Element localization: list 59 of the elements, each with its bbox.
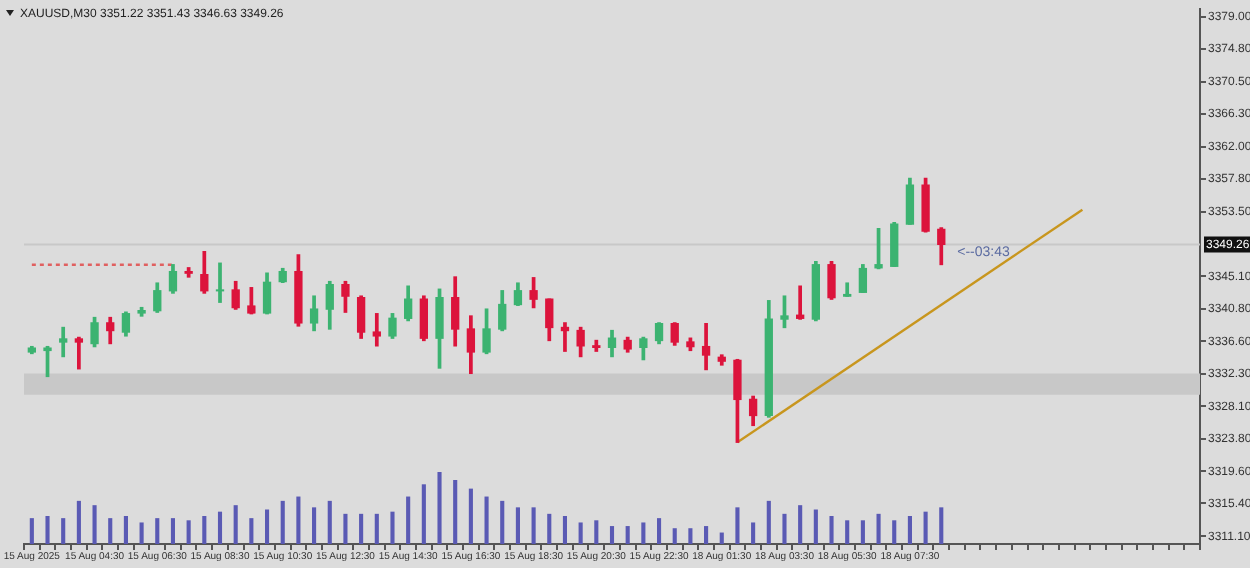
bar: [531, 507, 536, 544]
bar: [562, 515, 568, 544]
bar: [170, 518, 176, 544]
bar: [390, 511, 395, 544]
bar: [813, 509, 818, 544]
bar: [202, 515, 207, 544]
bar: [939, 507, 944, 544]
bar: [312, 507, 317, 544]
bar: [515, 507, 520, 544]
bar: [343, 513, 348, 544]
bar: [233, 505, 238, 544]
bar: [468, 488, 473, 544]
bar: [280, 500, 285, 544]
bar: [656, 518, 662, 544]
bar: [76, 500, 81, 544]
bar: [249, 518, 254, 544]
bar: [751, 522, 756, 544]
bar: [892, 520, 897, 544]
bar: [108, 518, 113, 544]
bar: [547, 513, 552, 544]
bar: [829, 515, 834, 544]
bar: [359, 513, 364, 544]
bar: [186, 520, 191, 544]
bar: [594, 520, 599, 544]
bar: [578, 522, 583, 544]
bar: [45, 515, 50, 544]
bar: [923, 511, 928, 544]
bar: [719, 532, 724, 544]
bar: [845, 520, 850, 544]
bar: [437, 472, 442, 544]
bar: [798, 505, 803, 544]
bar: [29, 518, 34, 544]
bar: [688, 528, 693, 544]
bar: [735, 507, 740, 544]
bar: [609, 526, 615, 544]
bar: [625, 526, 630, 544]
bar: [296, 496, 301, 544]
bar: [61, 518, 66, 544]
bar: [139, 522, 144, 544]
bar: [264, 509, 270, 544]
bar: [766, 500, 771, 544]
bar: [327, 500, 332, 544]
bar: [484, 496, 489, 544]
bar: [374, 513, 379, 544]
bar: [217, 511, 223, 544]
bar: [123, 515, 128, 544]
bar: [782, 513, 787, 544]
bar: [92, 505, 97, 544]
bar: [672, 528, 677, 544]
bar: [421, 484, 426, 544]
bar: [876, 513, 881, 544]
bar: [406, 496, 411, 544]
bar: [907, 515, 912, 544]
bar: [704, 526, 709, 544]
bar: [155, 518, 160, 544]
bar: [641, 522, 646, 544]
bar: [453, 479, 458, 544]
bar: [860, 520, 865, 544]
bar: [500, 500, 505, 544]
